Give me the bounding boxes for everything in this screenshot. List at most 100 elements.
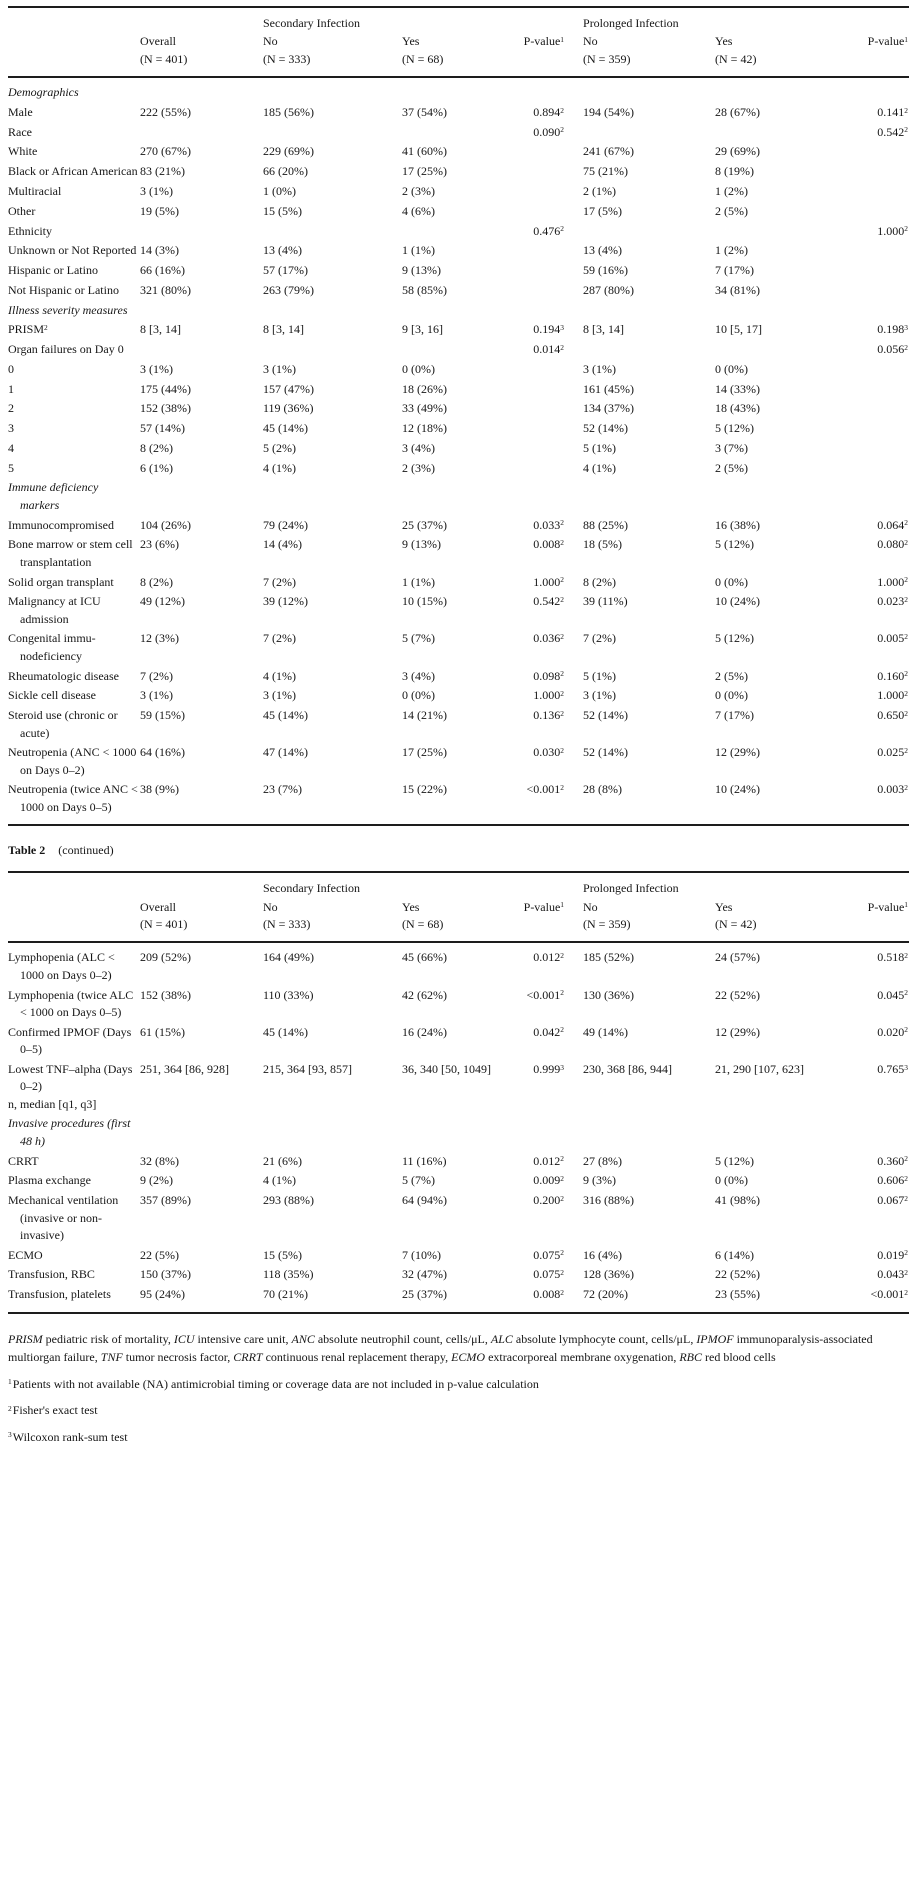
cell: 161 (45%) (583, 381, 635, 396)
row-label: 0 (8, 361, 14, 376)
section-row: Invasive proce­dures (first 48 h) (8, 1114, 909, 1151)
footnotes: PRISM pediatric risk of mortality, ICU i… (8, 1330, 909, 1446)
cell (566, 340, 710, 360)
table2-part1: Secondary Infec­tion Prolonged Infec­tion… (8, 6, 910, 827)
row-label: CRRT (8, 1153, 39, 1168)
cell: 3 (4%) (402, 440, 435, 455)
table-row: Mechanical venti­lation (invasive or non… (8, 1191, 909, 1246)
cell: 4 (1%) (583, 460, 617, 475)
cell: 42 (62%) (402, 987, 447, 1002)
cell: 0.0452 (877, 987, 909, 1002)
cell (837, 360, 909, 380)
header-spacer (8, 872, 140, 897)
table-row: 1 175 (44%) 157 (47%) 18 (26%) 161 (45%) 14 (… (8, 379, 909, 399)
cell: 1 (2%) (715, 243, 749, 258)
cell: 0.3602 (877, 1153, 909, 1168)
abbreviation-term: CRRT (233, 1350, 263, 1365)
table-row: Ethnicity 0.4762 1.0002 (8, 221, 909, 241)
table-row: PRISM2 8 [3, 14] 8 [3, 14] 9 [3, 16] 0.1943 8… (8, 320, 909, 340)
row-label: Male (8, 104, 33, 119)
cell: 8 [3, 14] (583, 322, 625, 337)
row-label: Sickle cell disease (8, 688, 96, 703)
table-row: Confirmed IPMOF (Days 0–5) 61 (15%) 45 (14… (8, 1023, 909, 1060)
cell: 19 (5%) (140, 203, 179, 218)
cell (710, 478, 837, 515)
cell (263, 77, 402, 103)
cell: 59 (15%) (140, 708, 185, 723)
cell: 4 (1%) (263, 668, 296, 683)
cell: 9 (3%) (583, 1173, 617, 1188)
cell: 7 (2%) (263, 631, 296, 646)
cell (837, 439, 909, 459)
row-label: ECMO (8, 1247, 43, 1262)
table-row: Transfusion, platelets 95 (24%) 70 (21%) 25… (8, 1285, 909, 1313)
cell: 157 (47%) (263, 381, 314, 396)
cell (263, 300, 402, 320)
cell: 4 (1%) (263, 1173, 296, 1188)
cell: 58 (85%) (402, 282, 447, 297)
section-row: Demographics (8, 77, 909, 103)
table-row: Unknown or Not Reported 14 (3%) 13 (4%) 1 (… (8, 241, 909, 261)
abbreviation-term: TNF (100, 1350, 123, 1365)
cell: 5 (12%) (715, 537, 755, 552)
section-label: Invasive proce­dures (first 48 h) (8, 1116, 131, 1148)
row-label: Transfusion, RBC (8, 1267, 95, 1282)
header-spacer (140, 7, 263, 32)
cell (837, 261, 909, 281)
group-secondary-infection: Secondary Infec­tion (263, 872, 566, 897)
cell: 64 (94%) (402, 1193, 447, 1208)
cell: 1 (2%) (715, 184, 749, 198)
row-label: 4 (8, 440, 14, 455)
cell: 0.0902 (533, 124, 565, 139)
table-row: 0 3 (1%) 3 (1%) 0 (0%) 3 (1%) 0 (0%) (8, 360, 909, 380)
cell (512, 261, 566, 281)
table-caption: Table 2 (continued) (8, 843, 909, 858)
cell: 72 (20%) (583, 1287, 629, 1302)
col-secondary-yes: Yes (N = 68) (402, 32, 512, 79)
cell: 2 (5%) (715, 460, 749, 475)
cell: 8 [3, 14] (140, 322, 181, 337)
cell: 1 (1%) (402, 574, 435, 589)
cell: 9 (2%) (140, 1173, 173, 1188)
cell: 45 (14%) (263, 1024, 308, 1039)
table-header: Secondary Infec­tion Prolonged Infec­tion… (8, 7, 910, 79)
paper-page: Secondary Infec­tion Prolonged Infec­tion… (8, 6, 910, 1446)
table-row: Plasma exchange 9 (2%) 4 (1%) 5 (7%) 0.0092 9… (8, 1171, 909, 1191)
row-label: Rheumatologic disease (8, 668, 119, 683)
cell: 23 (7%) (263, 782, 302, 797)
cell: 185 (52%) (583, 950, 635, 965)
row-label: Multiracial (8, 184, 62, 198)
cell: 52 (14%) (583, 745, 629, 760)
table-row: Male 222 (55%) 185 (56%) 37 (54%) 0.8942 194 … (8, 103, 909, 123)
cell: 5 (12%) (715, 421, 755, 436)
row-label: Lymphope­nia (twice ALC < 1000 on Days 0… (8, 987, 134, 1019)
cell: 0 (0%) (402, 361, 435, 376)
cell: 21 (6%) (263, 1153, 302, 1168)
cell: 209 (52%) (140, 950, 191, 965)
cell (512, 182, 566, 202)
cell: 14 (4%) (263, 537, 302, 552)
cell: 79 (24%) (263, 517, 308, 532)
cell: 12 (29%) (715, 745, 761, 760)
cell: 287 (80%) (583, 282, 635, 297)
cell: 293 (88%) (263, 1193, 314, 1208)
row-label: White (8, 144, 38, 159)
cell: 0.0802 (877, 537, 909, 552)
cell: 15 (5%) (263, 203, 302, 218)
cell (837, 300, 909, 320)
cell: <0.0012 (870, 1287, 909, 1302)
col-rowlabel (8, 32, 140, 79)
table-row: Race 0.0902 0.5422 (8, 123, 909, 143)
cell (837, 459, 909, 479)
col-pvalue-prolonged: P-value1 (837, 32, 910, 79)
cell: 8 (2%) (140, 574, 173, 589)
cell: 1.0002 (877, 688, 909, 703)
cell (837, 202, 909, 222)
cell: 0.0422 (533, 1024, 565, 1039)
cell: 64 (16%) (140, 745, 185, 760)
cell (140, 340, 263, 360)
cell: <0.0012 (526, 987, 565, 1002)
cell: 25 (37%) (402, 1287, 447, 1302)
row-label: Other (8, 203, 36, 218)
cell: 175 (44%) (140, 381, 191, 396)
